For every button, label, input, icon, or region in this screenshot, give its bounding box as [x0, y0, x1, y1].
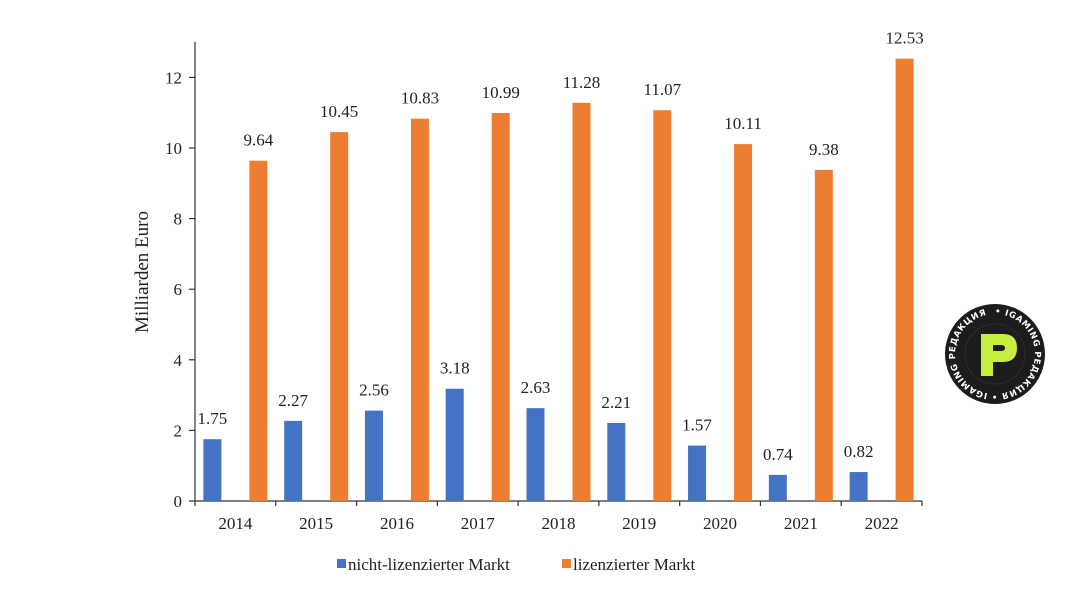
data-label-nicht-lizenziert-2022: 0.82	[844, 442, 874, 461]
y-tick-label: 6	[174, 280, 183, 299]
data-label-lizenziert-2016: 10.83	[401, 89, 439, 108]
bar-lizenziert-2017	[491, 113, 510, 501]
logo-icon	[981, 334, 1017, 376]
data-label-lizenziert-2015: 10.45	[320, 102, 358, 121]
legend-swatch-1	[562, 559, 571, 568]
y-tick-label: 4	[174, 351, 183, 370]
x-tick-label: 2020	[703, 514, 737, 533]
bar-nicht-lizenziert-2020	[688, 445, 707, 501]
bar-lizenziert-2020	[734, 144, 753, 501]
legend-swatch-0	[337, 559, 346, 568]
data-label-lizenziert-2018: 11.28	[563, 73, 601, 92]
x-tick-label: 2017	[461, 514, 496, 533]
bar-lizenziert-2018	[572, 102, 591, 501]
y-tick-label: 10	[165, 139, 182, 158]
bar-nicht-lizenziert-2019	[607, 422, 626, 501]
watermark-badge: • IGAMING РЕДАКЦИЯ • IGAMING РЕДАКЦИЯ	[945, 304, 1045, 404]
x-tick-label: 2019	[622, 514, 656, 533]
data-label-nicht-lizenziert-2021: 0.74	[763, 445, 793, 464]
y-tick-label: 2	[174, 421, 183, 440]
x-tick-label: 2022	[865, 514, 899, 533]
y-axis-title: Milliarden Euro	[132, 211, 153, 333]
y-axis: 0 2 4 6 8 10 12	[165, 42, 196, 511]
bar-nicht-lizenziert-2018	[526, 408, 545, 501]
x-tick-label: 2015	[299, 514, 333, 533]
x-tick-label: 2016	[380, 514, 414, 533]
data-label-lizenziert-2017: 10.99	[482, 83, 520, 102]
data-labels-group: 1.75 2.27 2.56 3.18 2.63 2.21 1.57 0.74 0.82 9.64…	[198, 29, 924, 464]
legend-label-1: lizenzierter Markt	[573, 555, 696, 574]
bar-nicht-lizenziert-2016	[364, 410, 383, 501]
bar-lizenziert-2021	[814, 169, 833, 502]
data-label-nicht-lizenziert-2018: 2.63	[521, 378, 551, 397]
x-tick-label: 2021	[784, 514, 818, 533]
bar-lizenziert-2015	[330, 132, 349, 502]
bar-nicht-lizenziert-2022	[849, 472, 868, 501]
bar-lizenziert-2014	[249, 160, 268, 501]
y-tick-label: 8	[174, 210, 183, 229]
bar-nicht-lizenziert-2015	[284, 420, 303, 501]
legend: nicht-lizenzierter Markt lizenzierter Mar…	[337, 555, 696, 574]
bar-nicht-lizenziert-2014	[203, 439, 222, 501]
y-tick-label: 12	[165, 68, 182, 87]
data-label-lizenziert-2021: 9.38	[809, 140, 839, 159]
data-label-lizenziert-2020: 10.11	[724, 114, 762, 133]
data-label-lizenziert-2019: 11.07	[643, 80, 681, 99]
bar-nicht-lizenziert-2017	[445, 388, 464, 501]
bar-lizenziert-2016	[410, 118, 429, 502]
x-axis: 2014 2015 2016 2017 2018 2019 2020 2021 2022	[194, 500, 923, 533]
data-label-nicht-lizenziert-2015: 2.27	[278, 391, 308, 410]
data-label-nicht-lizenziert-2017: 3.18	[440, 359, 470, 378]
x-tick-label: 2014	[218, 514, 253, 533]
bar-nicht-lizenziert-2021	[768, 474, 787, 501]
data-label-nicht-lizenziert-2020: 1.57	[682, 416, 712, 435]
data-label-nicht-lizenziert-2016: 2.56	[359, 381, 389, 400]
y-tick-label: 0	[174, 492, 183, 511]
data-label-lizenziert-2022: 12.53	[885, 29, 923, 48]
bars-group	[203, 58, 914, 502]
data-label-nicht-lizenziert-2014: 1.75	[198, 409, 228, 428]
x-tick-label: 2018	[542, 514, 576, 533]
data-label-lizenziert-2014: 9.64	[244, 131, 274, 150]
bar-lizenziert-2019	[653, 110, 672, 501]
bar-lizenziert-2022	[895, 58, 914, 501]
data-label-nicht-lizenziert-2019: 2.21	[601, 393, 631, 412]
legend-label-0: nicht-lizenzierter Markt	[348, 555, 510, 574]
